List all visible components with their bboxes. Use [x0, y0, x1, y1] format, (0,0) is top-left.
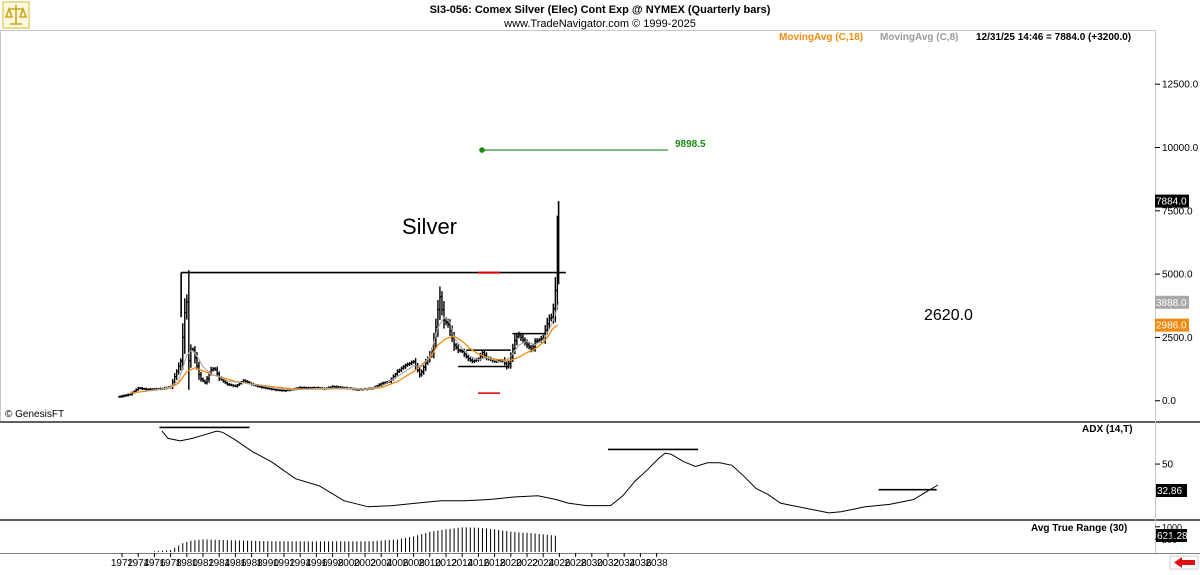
price-value-badge	[1155, 194, 1189, 208]
x-axis-tick-label: 2034	[613, 558, 636, 569]
x-axis-tick-label: 2016	[467, 558, 490, 569]
price-value-badge-label: 7884.0	[1156, 197, 1187, 208]
adx-value-label: 32.86	[1157, 486, 1182, 497]
price-y-tick-label: 0.0	[1162, 396, 1176, 407]
price-y-tick-label: 5000.0	[1162, 270, 1193, 281]
adx-y-tick-label: 50	[1162, 460, 1174, 471]
x-axis-tick-label: 1980	[176, 558, 199, 569]
peak-marker-label: 9898.5	[675, 139, 706, 150]
adx-value-badge	[1156, 484, 1187, 497]
adx-line	[161, 430, 939, 514]
chart-subtitle: www.TradeNavigator.com © 1999-2025	[503, 18, 696, 30]
price-panel-frame	[0, 30, 1156, 422]
copyright-label: © GenesisFT	[5, 409, 64, 420]
atr-panel	[153, 527, 556, 552]
legend-ma8: MovingAvg (C,8)	[880, 32, 959, 43]
ma8-line	[146, 302, 560, 392]
x-axis-tick-label: 1998	[321, 558, 344, 569]
atr-y-tick-label: 500	[1162, 535, 1177, 545]
x-axis-tick-label: 2030	[581, 558, 604, 569]
x-axis-tick-label: 1984	[208, 558, 231, 569]
x-axis-tick-label: 2024	[532, 558, 555, 569]
x-axis-tick-label: 2020	[500, 558, 523, 569]
red-arrow-icon	[1174, 557, 1195, 568]
x-axis-tick-label: 2008	[402, 558, 425, 569]
x-axis-tick-label: 2012	[435, 558, 458, 569]
x-axis-tick-label: 1992	[273, 558, 296, 569]
x-axis-tick-label: 1994	[289, 558, 312, 569]
x-axis-tick-label: 2038	[645, 558, 668, 569]
legend-last-bar: 12/31/25 14:46 = 7884.0 (+3200.0)	[976, 32, 1131, 43]
x-axis-tick-label: 1986	[224, 558, 247, 569]
axes: 0.02500.05000.07500.010000.012500.019721…	[111, 80, 1199, 569]
adx-title: ADX (14,T)	[1082, 424, 1133, 435]
price-y-tick-label: 2500.0	[1162, 333, 1193, 344]
x-axis-tick-label: 1972	[111, 558, 134, 569]
atr-value-badge	[1156, 529, 1187, 542]
x-axis-tick-label: 2032	[597, 558, 620, 569]
price-y-tick-label: 10000.0	[1162, 143, 1199, 154]
peak-marker-dot	[479, 147, 485, 153]
x-axis-tick-label: 2000	[338, 558, 361, 569]
x-axis-tick-label: 2018	[483, 558, 506, 569]
x-axis-tick-label: 2014	[451, 558, 474, 569]
price-panel: 7884.0 3888.0 2986.0	[117, 147, 1189, 398]
x-axis-tick-label: 1996	[305, 558, 328, 569]
price-value-badge	[1155, 318, 1189, 332]
x-axis-tick-label: 2022	[516, 558, 539, 569]
atr-title: Avg True Range (30)	[1031, 523, 1127, 534]
logo-icon	[2, 1, 30, 29]
price-y-tick-label: 12500.0	[1162, 80, 1199, 91]
x-axis-tick-label: 1990	[257, 558, 280, 569]
x-axis-tick-label: 1982	[192, 558, 215, 569]
atr-y-tick-label: 1000	[1162, 522, 1182, 532]
level-label: 2620.0	[924, 307, 973, 324]
x-axis-tick-label: 2036	[629, 558, 652, 569]
ma18-line	[130, 324, 559, 394]
x-axis-tick-label: 1978	[159, 558, 182, 569]
legend-ma18: MovingAvg (C,18)	[779, 32, 863, 43]
adx-panel	[159, 426, 939, 514]
x-axis-tick-label: 2002	[354, 558, 377, 569]
x-axis-tick-label: 2028	[564, 558, 587, 569]
price-y-tick-label: 7500.0	[1162, 206, 1193, 217]
price-value-badge	[1155, 295, 1189, 309]
x-axis-tick-label: 1976	[143, 558, 166, 569]
x-axis-tick-label: 2006	[386, 558, 409, 569]
x-axis-tick-label: 2026	[548, 558, 571, 569]
price-value-badge-label: 3888.0	[1156, 298, 1187, 309]
scroll-right-button[interactable]	[1169, 555, 1199, 570]
x-axis-tick-label: 2010	[419, 558, 442, 569]
chart-title: SI3-056: Comex Silver (Elec) Cont Exp @ …	[430, 4, 771, 16]
x-axis-tick-label: 1988	[240, 558, 263, 569]
price-value-badge-label: 2986.0	[1156, 321, 1187, 332]
silver-label: Silver	[402, 214, 457, 239]
x-axis-tick-label: 2004	[370, 558, 393, 569]
x-axis-tick-label: 1974	[127, 558, 150, 569]
atr-value-label: 621.28	[1157, 531, 1188, 542]
